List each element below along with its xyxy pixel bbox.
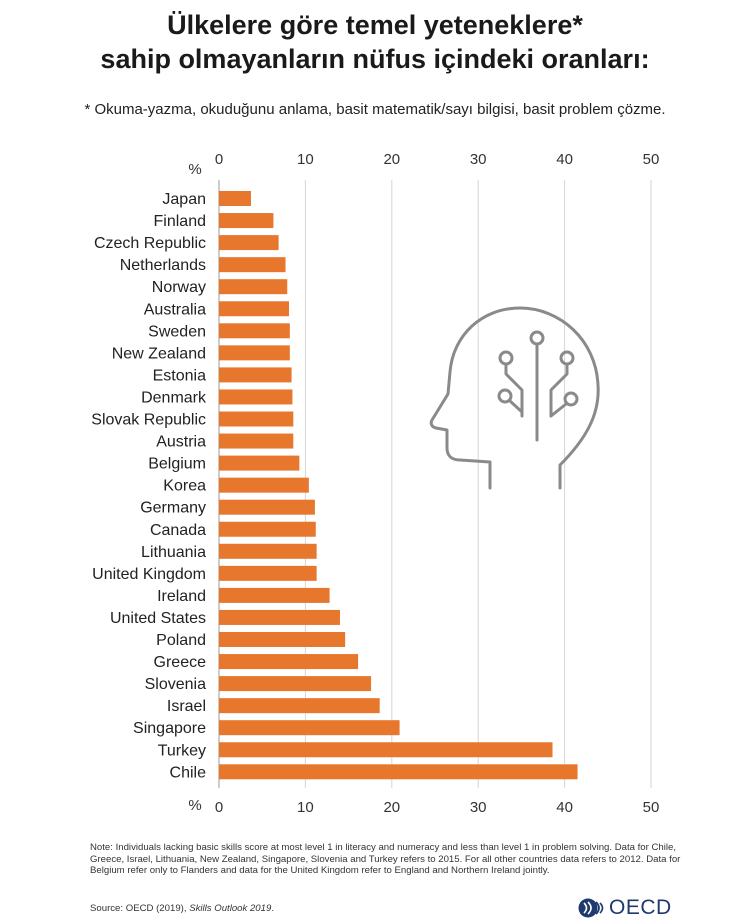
category-label: Denmark xyxy=(141,389,207,406)
source-publication: Skills Outlook 2019 xyxy=(189,903,272,914)
bar xyxy=(219,764,578,780)
x-tick-label-bottom: 30 xyxy=(470,799,487,816)
bar xyxy=(219,698,380,714)
x-tick-label-bottom: 40 xyxy=(556,799,573,816)
category-label: Australia xyxy=(144,301,206,318)
bar xyxy=(219,213,274,229)
bar xyxy=(219,587,330,603)
source-prefix: Source: OECD (2019), xyxy=(90,903,190,914)
x-tick-label-top: 40 xyxy=(556,151,573,168)
bar xyxy=(219,389,293,405)
category-label: Japan xyxy=(162,191,206,208)
head-circuit-icon xyxy=(429,306,600,490)
category-label: Korea xyxy=(163,478,206,495)
bar xyxy=(219,742,553,758)
category-label: Czech Republic xyxy=(94,235,206,252)
x-tick-label-top: 50 xyxy=(643,151,660,168)
bar xyxy=(219,235,279,251)
bar xyxy=(219,609,340,625)
category-label: Netherlands xyxy=(120,257,206,274)
bar xyxy=(219,433,294,449)
x-tick-label-top: 10 xyxy=(297,151,314,168)
category-label: Poland xyxy=(156,632,206,649)
bar xyxy=(219,565,317,581)
category-label: Norway xyxy=(152,279,206,296)
footnote: Note: Individuals lacking basic skills s… xyxy=(90,842,681,876)
bar xyxy=(219,323,290,339)
category-label: New Zealand xyxy=(112,345,206,362)
x-tick-label-top: 20 xyxy=(383,151,400,168)
x-tick-label-bottom: 20 xyxy=(383,799,400,816)
category-label: United States xyxy=(110,610,206,627)
oecd-logo-text: OECD xyxy=(609,896,672,919)
category-label: Singapore xyxy=(133,720,206,737)
category-label: Greece xyxy=(154,654,207,671)
chart-subtitle: * Okuma-yazma, okuduğunu anlama, basit m… xyxy=(84,101,666,118)
bar xyxy=(219,301,289,317)
bar xyxy=(219,543,317,559)
category-label: Chile xyxy=(170,764,207,781)
bar xyxy=(219,521,316,537)
bar xyxy=(219,345,290,361)
category-label: Germany xyxy=(140,500,206,517)
category-label: Turkey xyxy=(158,742,206,759)
unit-label-top: % xyxy=(188,161,201,178)
bar xyxy=(219,499,315,515)
unit-label-bottom: % xyxy=(188,797,201,814)
x-tick-label-bottom: 10 xyxy=(297,799,314,816)
title-line-2: sahip olmayanların nüfus içindeki oranla… xyxy=(100,44,650,74)
category-label: Slovenia xyxy=(145,676,206,693)
bar xyxy=(219,676,372,692)
category-label: United Kingdom xyxy=(92,566,206,583)
bar-chart: Japan Finland Czech Republic Netherlands Nor… xyxy=(91,151,660,816)
x-tick-label-top: 30 xyxy=(470,151,487,168)
category-label: Belgium xyxy=(148,456,206,473)
bar xyxy=(219,191,251,206)
bar xyxy=(219,654,359,670)
category-label: Estonia xyxy=(153,367,206,384)
title-line-1: Ülkelere göre temel yeteneklere* xyxy=(167,10,583,40)
category-label: Lithuania xyxy=(141,544,206,561)
category-label: Sweden xyxy=(148,323,206,340)
bar xyxy=(219,477,309,493)
top-axis-ticks: 0 10 20 30 40 50 xyxy=(215,151,660,168)
source-suffix: . xyxy=(271,903,274,914)
category-labels: Japan Finland Czech Republic Netherlands Nor… xyxy=(91,191,207,781)
bar xyxy=(219,367,292,383)
category-label: Canada xyxy=(150,522,206,539)
bar xyxy=(219,279,288,295)
bars xyxy=(219,191,578,780)
category-label: Austria xyxy=(156,434,206,451)
oecd-logo-icon xyxy=(578,898,604,918)
category-label: Israel xyxy=(167,698,206,715)
bar xyxy=(219,411,294,427)
category-label: Finland xyxy=(154,213,206,230)
category-label: Slovak Republic xyxy=(91,412,206,429)
x-tick-label-bottom: 0 xyxy=(215,799,223,816)
oecd-logo: OECD xyxy=(578,896,672,919)
bar xyxy=(219,455,300,471)
category-label: Ireland xyxy=(157,588,206,605)
bar xyxy=(219,632,346,647)
bottom-axis-ticks: 0 10 20 30 40 50 xyxy=(215,799,660,816)
source-line: Source: OECD (2019), Skills Outlook 2019… xyxy=(90,903,274,914)
bar xyxy=(219,257,286,273)
x-tick-label-bottom: 50 xyxy=(643,799,660,816)
x-tick-label-top: 0 xyxy=(215,151,223,168)
bar xyxy=(219,720,400,736)
chart-title: Ülkelere göre temel yeteneklere* sahip o… xyxy=(0,8,750,76)
